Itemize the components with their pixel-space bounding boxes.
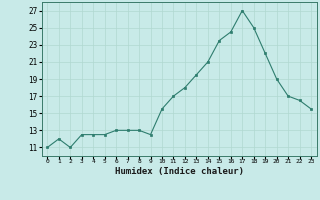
X-axis label: Humidex (Indice chaleur): Humidex (Indice chaleur)	[115, 167, 244, 176]
